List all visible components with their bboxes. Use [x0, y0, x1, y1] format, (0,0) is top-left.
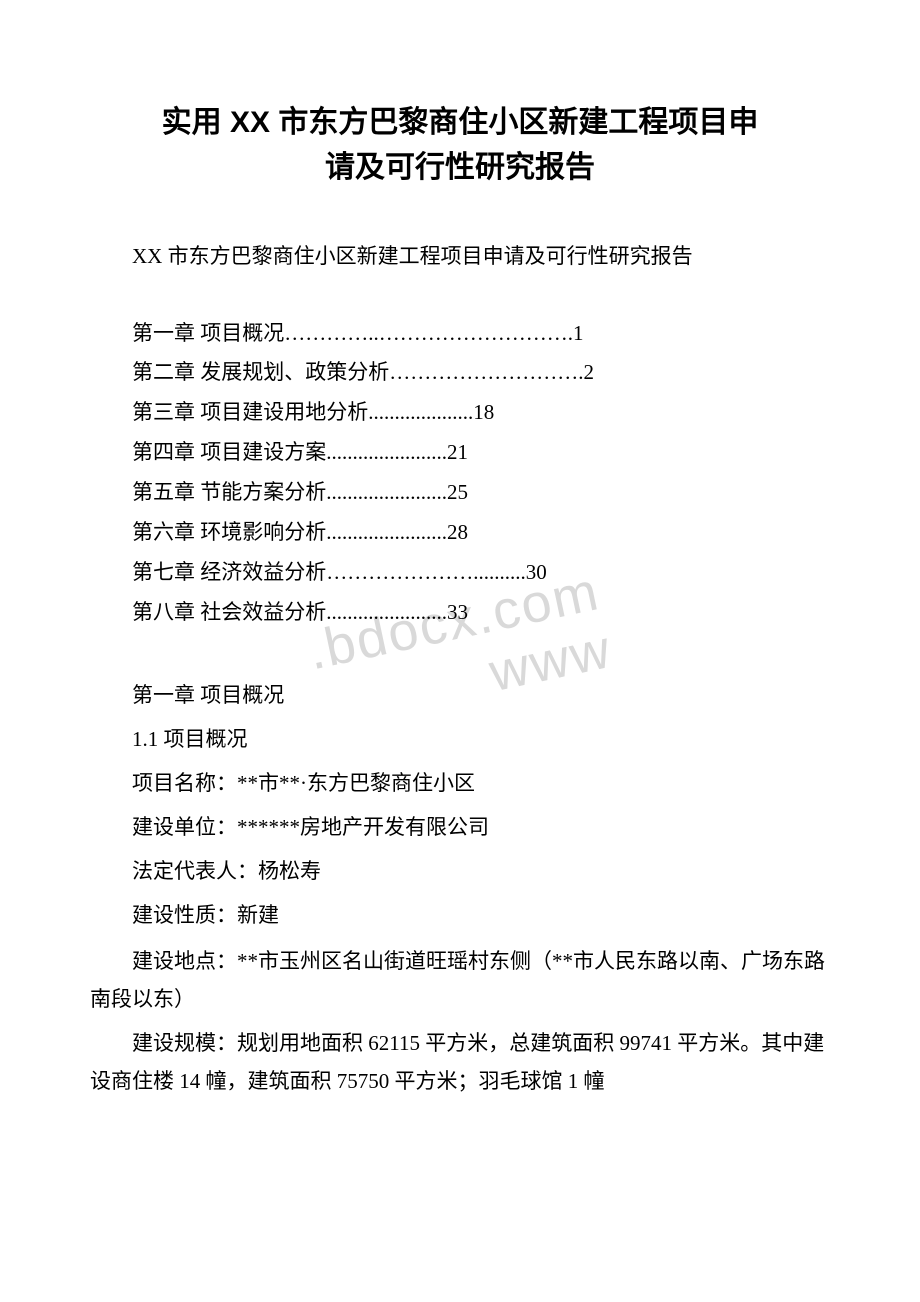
chapter-heading: 第一章 项目概况 — [90, 673, 830, 717]
toc-item: 第三章 项目建设用地分析....................18 — [90, 393, 830, 433]
body-line: 法定代表人：杨松寿 — [90, 849, 830, 893]
table-of-contents: 第一章 项目概况…………..……………………….1 第二章 发展规划、政策分析…… — [90, 314, 830, 633]
body-paragraph: 建设地点：**市玉州区名山街道旺瑶村东侧（**市人民东路以南、广场东路南段以东） — [90, 943, 830, 1019]
body-line: 项目名称：**市**·东方巴黎商住小区 — [90, 761, 830, 805]
body-line: 建设性质：新建 — [90, 893, 830, 937]
section-sub: 1.1 项目概况 — [90, 717, 830, 761]
body-line: 建设单位：******房地产开发有限公司 — [90, 805, 830, 849]
toc-item: 第七章 经济效益分析…………………..........30 — [90, 553, 830, 593]
title-line-1: 实用 XX 市东方巴黎商住小区新建工程项目申 — [90, 100, 830, 145]
toc-item: 第二章 发展规划、政策分析……………………….2 — [90, 353, 830, 393]
toc-item: 第五章 节能方案分析.......................25 — [90, 473, 830, 513]
document-title: 实用 XX 市东方巴黎商住小区新建工程项目申 请及可行性研究报告 — [90, 100, 830, 190]
body-paragraph: 建设规模：规划用地面积 62115 平方米，总建筑面积 99741 平方米。其中… — [90, 1025, 830, 1101]
toc-item: 第六章 环境影响分析.......................28 — [90, 513, 830, 553]
toc-item: 第八章 社会效益分析.......................33 — [90, 593, 830, 633]
toc-item: 第一章 项目概况…………..……………………….1 — [90, 314, 830, 354]
document-subtitle: XX 市东方巴黎商住小区新建工程项目申请及可行性研究报告 — [90, 240, 830, 274]
title-line-2: 请及可行性研究报告 — [90, 145, 830, 190]
toc-item: 第四章 项目建设方案.......................21 — [90, 433, 830, 473]
page-content: 实用 XX 市东方巴黎商住小区新建工程项目申 请及可行性研究报告 XX 市东方巴… — [90, 100, 830, 1100]
